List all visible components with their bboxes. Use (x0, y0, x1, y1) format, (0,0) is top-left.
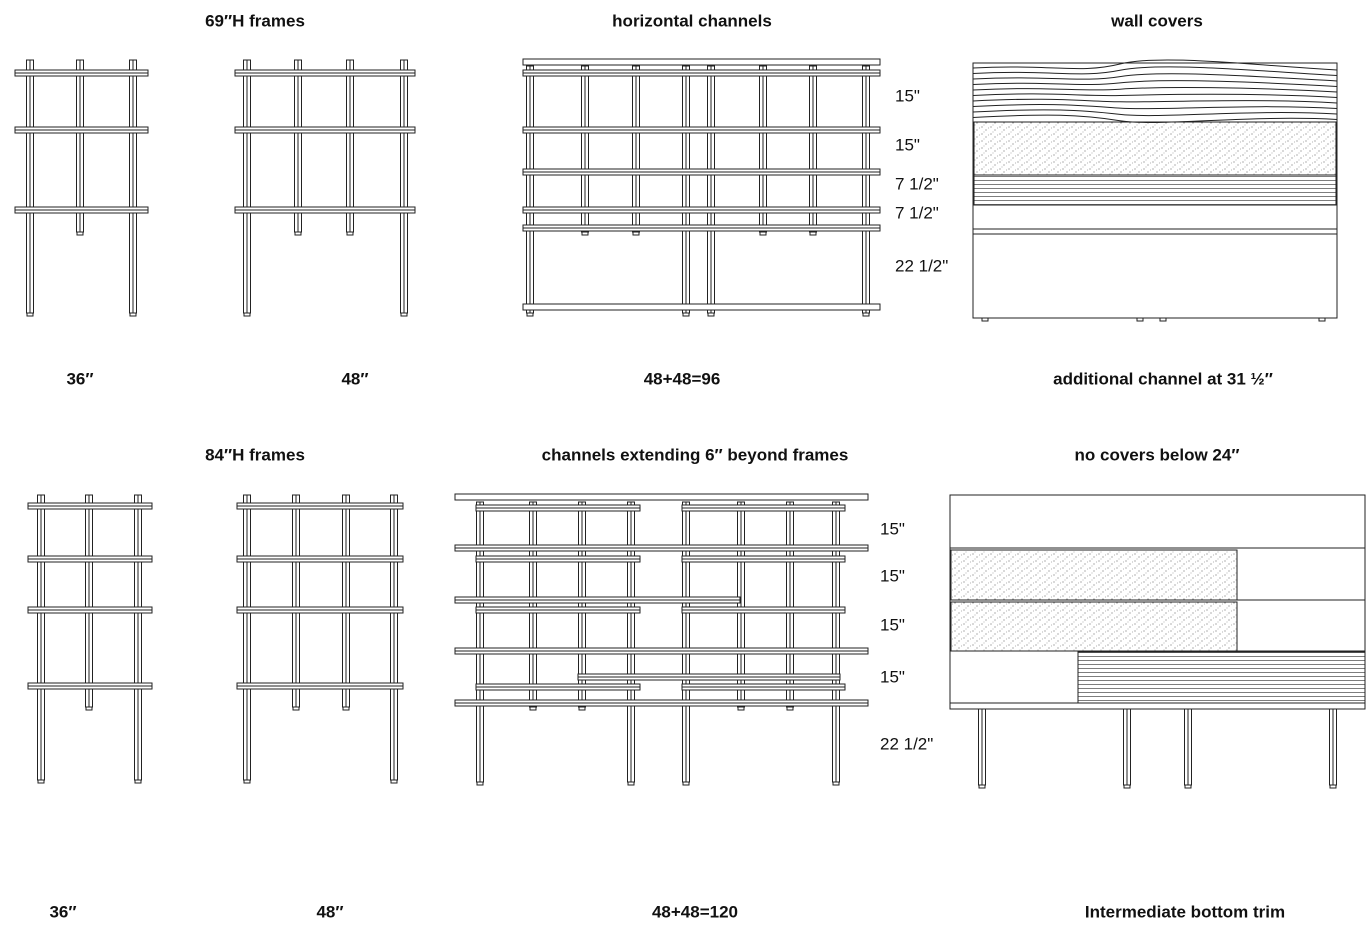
wood-grain (972, 59, 1338, 71)
caption: Intermediate bottom trim (1085, 902, 1285, 921)
speckle-cover (950, 601, 1238, 652)
foot (627, 781, 635, 786)
caption: 36″ (66, 369, 93, 388)
foot (76, 231, 84, 236)
foot (862, 312, 870, 317)
foot (759, 231, 767, 236)
top-bar (522, 58, 881, 66)
foot (37, 779, 45, 784)
bottom-bar (522, 303, 881, 311)
heading: horizontal channels (612, 11, 772, 30)
wood-grain (972, 66, 1338, 76)
foot (1136, 317, 1144, 322)
trim (972, 228, 1338, 235)
dimension: 15" (880, 667, 905, 686)
foot (400, 312, 408, 317)
dimension: 15" (895, 135, 920, 154)
heading: 84″H frames (205, 445, 305, 464)
heading: 69″H frames (205, 11, 305, 30)
foot (1159, 317, 1167, 322)
heading: no covers below 24″ (1075, 445, 1240, 464)
foot (809, 231, 817, 236)
dimension: 15" (880, 566, 905, 585)
caption: 36″ (49, 902, 76, 921)
wood-grain (972, 98, 1338, 104)
foot (578, 706, 586, 711)
foot (243, 312, 251, 317)
wood-grain (972, 93, 1338, 98)
foot (342, 706, 350, 711)
foot (85, 706, 93, 711)
slat-cover (1077, 651, 1366, 704)
foot (682, 312, 690, 317)
dimension: 7 1/2" (895, 174, 939, 193)
elevation-drawings (14, 58, 1366, 789)
wood-grain (972, 109, 1338, 117)
top-bar (454, 493, 869, 501)
wood-grain (972, 87, 1338, 93)
speckle-cover (973, 121, 1337, 176)
foot (129, 312, 137, 317)
foot (243, 779, 251, 784)
foot (581, 231, 589, 236)
foot (1184, 784, 1192, 789)
wood-grain (972, 114, 1338, 123)
caption: 48″ (316, 902, 343, 921)
foot (529, 706, 537, 711)
foot (786, 706, 794, 711)
foot (1318, 317, 1326, 322)
foot (707, 312, 715, 317)
heading: channels extending 6″ beyond frames (542, 445, 849, 464)
foot (632, 231, 640, 236)
caption: additional channel at 31 ½″ (1053, 369, 1273, 388)
dimension: 7 1/2" (895, 203, 939, 222)
foot (526, 312, 534, 317)
foot (1329, 784, 1337, 789)
foot (832, 781, 840, 786)
foot (390, 779, 398, 784)
wood-grain (972, 104, 1338, 110)
dimension: 15" (880, 615, 905, 634)
dimension: 22 1/2" (880, 734, 933, 753)
slat-cover (973, 174, 1337, 206)
foot (978, 784, 986, 789)
foot (476, 781, 484, 786)
caption: 48″ (341, 369, 368, 388)
foot (346, 231, 354, 236)
speckle-cover (950, 549, 1238, 601)
dimension: 15" (880, 519, 905, 538)
foot (294, 231, 302, 236)
wood-grain (972, 80, 1338, 87)
foot (737, 706, 745, 711)
heading: wall covers (1110, 11, 1203, 30)
caption: 48+48=96 (644, 369, 721, 388)
dimension: 15" (895, 86, 920, 105)
foot (981, 317, 989, 322)
caption: 48+48=120 (652, 902, 738, 921)
dimension: 22 1/2" (895, 256, 948, 275)
foot (1123, 784, 1131, 789)
wood-grain (972, 73, 1338, 82)
bottom-trim (949, 702, 1366, 710)
foot (682, 781, 690, 786)
foot (26, 312, 34, 317)
foot (134, 779, 142, 784)
foot (292, 706, 300, 711)
